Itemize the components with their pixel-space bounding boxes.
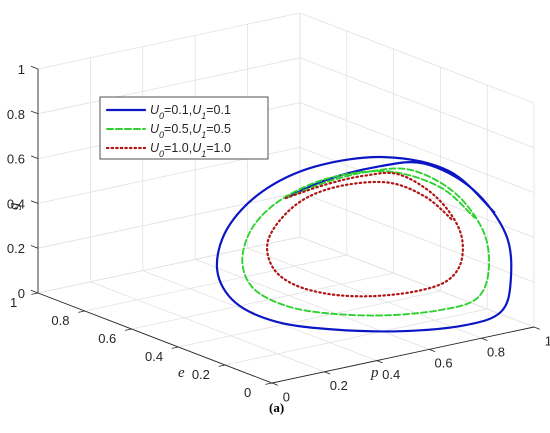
e-tick-label: 0 [244,385,251,400]
grid-line-floor-p [195,259,430,350]
g-tick-mark [30,155,39,159]
legend: U0=0.1,U1=0.1U0=0.5,U1=0.5U0=1.0,U1=1.0 [99,96,269,160]
e-tick-label: 0.6 [98,331,116,346]
grid-line-floor-p [247,247,482,339]
e-axis-line [37,292,273,384]
e-tick-mark [265,382,273,385]
p-tick-mark [533,326,540,330]
p-tick-label: 1 [545,333,550,348]
p-tick-mark [429,349,436,353]
g-tick-label: 0.4 [7,196,25,211]
grid-line-floor-e [37,236,301,294]
axes-edges [30,65,540,386]
p-axis-line [271,326,535,384]
grid-line-side-g [299,102,535,193]
grid-line-floor-e [84,254,347,312]
e-tick-mark [124,328,132,331]
p-tick-mark [271,382,278,386]
legend-label-3: U0=1.0,U1=1.0 [150,141,231,159]
g-tick-label: 0.6 [7,152,25,167]
p-tick-label: 0.8 [487,345,505,360]
tick-labels: 00.20.40.60.8100.20.40.60.8100.20.40.60.… [7,62,550,404]
z-axis-label: g [6,202,22,210]
side-wall-pane [300,13,534,327]
grid-line-floor-e [178,290,441,348]
p-tick-mark [376,360,383,364]
e-tick-mark [78,310,85,313]
x-axis-label: p [370,365,379,381]
g-tick-label: 1 [18,62,25,77]
grid-line-side-g [299,12,535,104]
y-axis-label: e [178,365,185,381]
e-tick-label: 0.2 [192,367,210,382]
series-line-3 [266,171,464,298]
legend-label-2: U0=0.5,U1=0.5 [150,122,231,140]
series-line-1 [215,155,513,333]
g-tick-mark [30,245,39,249]
grid-line-floor-e [131,272,394,330]
grid-line-side-g [299,57,535,149]
p-tick-label: 0.2 [330,378,348,393]
floor-pane [38,237,534,383]
e-tick-mark [31,292,39,295]
data-series [215,155,513,333]
p-tick-mark [324,371,331,375]
g-tick-mark [30,110,39,115]
g-tick-label: 0 [18,286,25,301]
g-tick-mark [30,200,39,204]
p-tick-mark [481,337,488,341]
grid-line-floor-e [225,308,488,366]
legend-label-1: U0=0.1,U1=0.1 [150,103,231,121]
series-line-2 [241,167,491,317]
e-tick-label: 0.4 [145,349,163,364]
g-tick-mark [30,65,39,70]
grid-line-floor-p [299,236,535,328]
figure-caption: (a) [269,400,284,415]
grid-line-back-g [37,57,301,115]
grid-line-side-g [299,191,535,283]
e-tick-label: 0.8 [51,313,69,328]
g-tick-label: 0.2 [7,241,25,256]
e-tick-label: 1 [10,295,17,310]
p-tick-label: 0 [283,389,290,404]
grid-line-back-g [37,191,301,249]
legend-box [99,96,269,160]
grid-line-back-g [37,12,301,70]
e-tick-mark [218,364,226,367]
g-tick-label: 0.8 [7,107,25,122]
e-tick-mark [171,346,179,349]
grid-line-floor-p [90,281,325,373]
p-tick-label: 0.4 [382,367,400,382]
g-tick-mark [30,289,39,294]
p-tick-label: 0.6 [435,356,453,371]
